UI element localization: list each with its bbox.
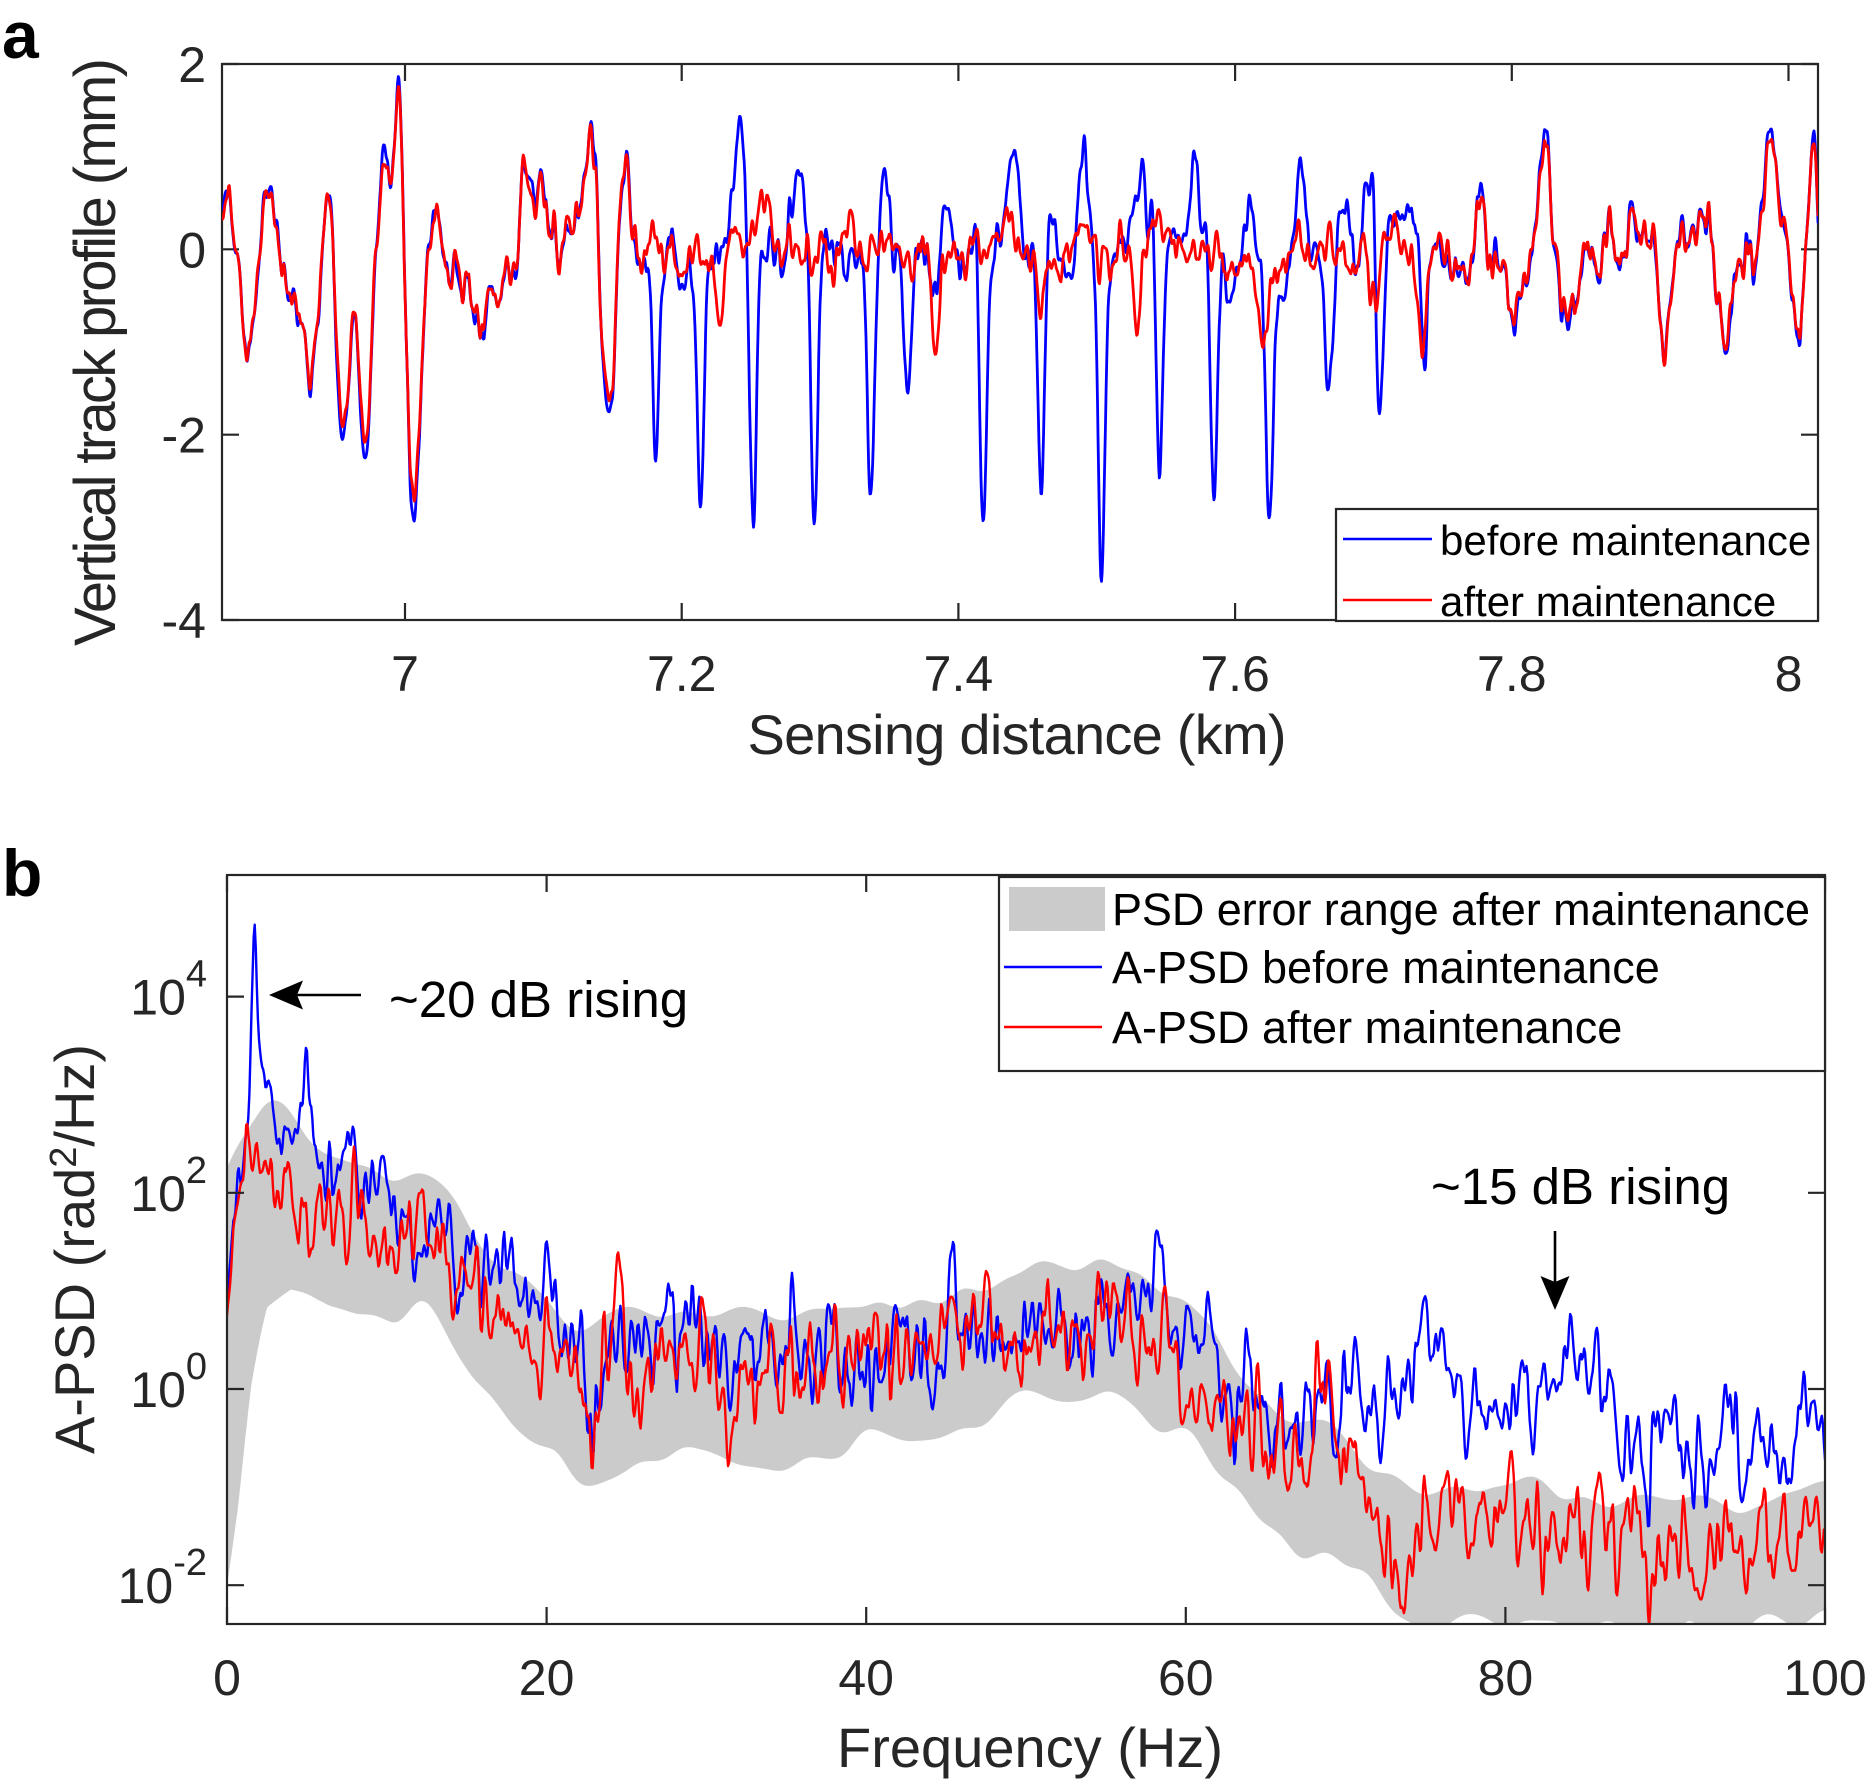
svg-text:10: 10 xyxy=(130,1166,186,1222)
svg-text:7.2: 7.2 xyxy=(647,646,717,702)
svg-text:~15 dB rising: ~15 dB rising xyxy=(1431,1158,1730,1215)
svg-text:4: 4 xyxy=(186,954,207,996)
svg-text:b: b xyxy=(2,836,42,910)
svg-text:0: 0 xyxy=(213,1650,241,1706)
svg-text:after maintenance: after maintenance xyxy=(1440,578,1776,625)
svg-text:8: 8 xyxy=(1775,646,1803,702)
svg-text:0: 0 xyxy=(186,1346,207,1388)
svg-text:before maintenance: before maintenance xyxy=(1440,517,1811,564)
svg-text:~20 dB rising: ~20 dB rising xyxy=(389,971,688,1028)
svg-text:-4: -4 xyxy=(162,593,206,649)
svg-text:7.8: 7.8 xyxy=(1477,646,1547,702)
svg-text:Sensing distance (km): Sensing distance (km) xyxy=(748,703,1287,766)
svg-text:7: 7 xyxy=(391,646,419,702)
svg-text:60: 60 xyxy=(1158,1650,1214,1706)
svg-text:10: 10 xyxy=(130,970,186,1026)
svg-text:10: 10 xyxy=(130,1362,186,1418)
svg-text:a: a xyxy=(2,0,40,72)
svg-text:A-PSD after maintenance: A-PSD after maintenance xyxy=(1112,1002,1622,1053)
svg-text:Vertical track profile (mm): Vertical track profile (mm) xyxy=(63,58,128,646)
svg-text:10: 10 xyxy=(118,1558,174,1614)
svg-text:0: 0 xyxy=(178,222,206,278)
svg-text:Frequency (Hz): Frequency (Hz) xyxy=(837,1716,1223,1779)
svg-text:7.6: 7.6 xyxy=(1200,646,1270,702)
svg-text:-2: -2 xyxy=(162,408,206,464)
svg-text:A-PSD before maintenance: A-PSD before maintenance xyxy=(1112,942,1660,993)
svg-text:2: 2 xyxy=(178,37,206,93)
svg-text:PSD error range after maintena: PSD error range after maintenance xyxy=(1112,884,1810,935)
svg-text:20: 20 xyxy=(519,1650,575,1706)
svg-text:80: 80 xyxy=(1478,1650,1534,1706)
svg-text:A-PSD (rad2/Hz): A-PSD (rad2/Hz) xyxy=(43,1044,106,1454)
svg-text:-2: -2 xyxy=(173,1542,207,1584)
svg-text:40: 40 xyxy=(838,1650,894,1706)
svg-text:2: 2 xyxy=(186,1150,207,1192)
svg-text:7.4: 7.4 xyxy=(924,646,994,702)
svg-text:100: 100 xyxy=(1783,1650,1866,1706)
